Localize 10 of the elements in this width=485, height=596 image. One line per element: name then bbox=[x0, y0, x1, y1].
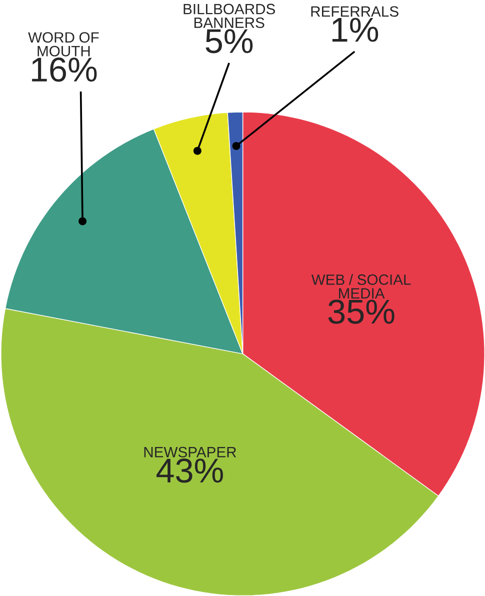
slice-label: WEB / SOCIAL MEDIA bbox=[311, 274, 411, 298]
slice-label: WORD OF MOUTH bbox=[28, 32, 99, 56]
data-label: 43% bbox=[156, 458, 224, 483]
data-label: 1% bbox=[332, 18, 378, 42]
data-label: 5% bbox=[206, 29, 253, 54]
data-label: 35% bbox=[328, 300, 394, 324]
slice-label: REFERRALS bbox=[311, 6, 398, 17]
slice-label: NEWSPAPER bbox=[144, 446, 236, 458]
slice-label: BILLBOARDS BANNERS bbox=[184, 4, 276, 28]
data-label: 16% bbox=[32, 57, 97, 82]
